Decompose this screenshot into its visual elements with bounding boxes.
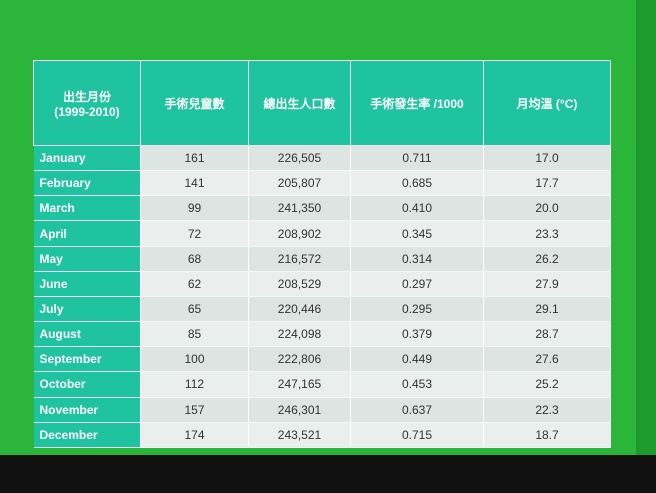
table-row: April 72 208,902 0.345 23.3 — [33, 220, 611, 247]
table-cell: 27.9 — [483, 271, 611, 297]
table-cell: 26.2 — [483, 246, 611, 272]
table-cell: 241,350 — [248, 195, 351, 222]
table-row: May 68 216,572 0.314 26.2 — [33, 246, 611, 272]
table-row: July 65 220,446 0.295 29.1 — [33, 296, 611, 323]
table-cell: 25.2 — [483, 371, 611, 398]
table-cell: 0.379 — [350, 321, 484, 348]
table-cell: 0.711 — [350, 145, 484, 172]
table-row: October 112 247,165 0.453 25.2 — [33, 371, 611, 398]
table-row: September 100 222,806 0.449 27.6 — [33, 346, 611, 373]
table-cell: 247,165 — [248, 371, 351, 398]
table-cell: 28.7 — [483, 321, 611, 348]
table-cell: 18.7 — [483, 422, 611, 449]
row-label: April — [33, 220, 141, 247]
table-cell: 23.3 — [483, 220, 611, 247]
table-cell: 72 — [140, 220, 249, 247]
table-cell: 29.1 — [483, 296, 611, 323]
table-cell: 0.345 — [350, 220, 484, 247]
table-cell: 27.6 — [483, 346, 611, 373]
row-label: October — [33, 371, 141, 398]
table-cell: 0.297 — [350, 271, 484, 297]
table-cell: 68 — [140, 246, 249, 272]
table-cell: 65 — [140, 296, 249, 323]
table-cell: 62 — [140, 271, 249, 297]
table-cell: 85 — [140, 321, 249, 348]
table-cell: 0.449 — [350, 346, 484, 373]
screen-edge — [636, 0, 656, 455]
header-row: 出生月份 (1999-2010) 手術兒童數 總出生人口數 手術發生率 /1000 月均… — [33, 60, 611, 146]
table-row: December 174 243,521 0.715 18.7 — [33, 422, 611, 449]
row-label: July — [33, 296, 141, 323]
table-cell: 161 — [140, 145, 249, 172]
table-cell: 0.453 — [350, 371, 484, 398]
table-cell: 22.3 — [483, 397, 611, 423]
row-label: December — [33, 422, 141, 449]
row-label: February — [33, 170, 141, 197]
table-cell: 17.0 — [483, 145, 611, 172]
table-row: February 141 205,807 0.685 17.7 — [33, 170, 611, 197]
table-cell: 17.7 — [483, 170, 611, 197]
row-label: May — [33, 246, 141, 272]
table-cell: 0.410 — [350, 195, 484, 222]
row-label: March — [33, 195, 141, 222]
header-cell: 月均溫 (°C) — [483, 60, 611, 146]
row-label: August — [33, 321, 141, 348]
table-cell: 208,902 — [248, 220, 351, 247]
table-cell: 0.295 — [350, 296, 484, 323]
row-label: June — [33, 271, 141, 297]
table-cell: 222,806 — [248, 346, 351, 373]
table-body: January 161 226,505 0.711 17.0 February 141 205… — [33, 145, 611, 449]
table-cell: 224,098 — [248, 321, 351, 348]
data-table: 出生月份 (1999-2010) 手術兒童數 總出生人口數 手術發生率 /1000 月均… — [33, 60, 611, 449]
table-cell: 112 — [140, 371, 249, 398]
table-cell: 141 — [140, 170, 249, 197]
table-cell: 0.715 — [350, 422, 484, 449]
row-label: November — [33, 397, 141, 423]
table-cell: 216,572 — [248, 246, 351, 272]
header-cell: 出生月份 (1999-2010) — [33, 60, 141, 146]
table-row: March 99 241,350 0.410 20.0 — [33, 195, 611, 222]
table-cell: 0.685 — [350, 170, 484, 197]
table-cell: 226,505 — [248, 145, 351, 172]
table-cell: 243,521 — [248, 422, 351, 449]
table-cell: 99 — [140, 195, 249, 222]
table-cell: 205,807 — [248, 170, 351, 197]
header-cell: 手術兒童數 — [140, 60, 249, 146]
table-cell: 220,446 — [248, 296, 351, 323]
row-label: September — [33, 346, 141, 373]
table-cell: 246,301 — [248, 397, 351, 423]
table-cell: 0.637 — [350, 397, 484, 423]
row-label: January — [33, 145, 141, 172]
table-row: June 62 208,529 0.297 27.9 — [33, 271, 611, 297]
table-cell: 0.314 — [350, 246, 484, 272]
header-cell: 總出生人口數 — [248, 60, 351, 146]
monitor-bezel — [0, 455, 656, 493]
table-cell: 157 — [140, 397, 249, 423]
table-row: August 85 224,098 0.379 28.7 — [33, 321, 611, 348]
table-cell: 100 — [140, 346, 249, 373]
table-row: January 161 226,505 0.711 17.0 — [33, 145, 611, 172]
header-cell: 手術發生率 /1000 — [350, 60, 484, 146]
table-row: November 157 246,301 0.637 22.3 — [33, 397, 611, 423]
table-cell: 20.0 — [483, 195, 611, 222]
table-cell: 208,529 — [248, 271, 351, 297]
table-cell: 174 — [140, 422, 249, 449]
